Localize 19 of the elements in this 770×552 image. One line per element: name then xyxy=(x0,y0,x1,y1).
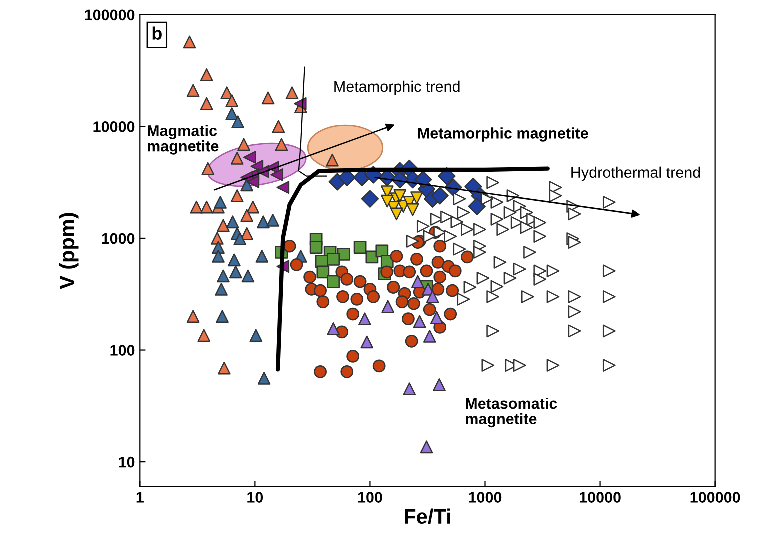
y-tick-label: 10 xyxy=(119,456,135,468)
x-tick-label: 1000 xyxy=(469,492,502,503)
annotation: Metasomatic magnetite xyxy=(466,398,558,428)
annotation: Magmatic magnetite xyxy=(148,125,219,155)
y-tick-label: 100 xyxy=(110,345,135,356)
annotation: b xyxy=(152,26,162,40)
x-tick-label: 10 xyxy=(248,492,264,503)
x-tick-label: 100 xyxy=(358,492,382,503)
x-tick-label: 1 xyxy=(136,492,144,503)
y-axis-title: V (ppm) xyxy=(59,213,79,290)
x-axis-title: Fe/Ti xyxy=(405,508,450,524)
annotation: Metamorphic trend xyxy=(334,80,460,96)
x-tick-label: 100000 xyxy=(690,492,740,503)
x-tick-label: 10000 xyxy=(580,492,621,503)
annotation: Hydrothermal trend xyxy=(572,166,700,182)
y-tick-label: 1000 xyxy=(102,233,135,244)
y-tick-label: 100000 xyxy=(85,10,135,21)
y-tick-label: 10000 xyxy=(94,122,135,132)
annotation: Metamorphic magnetite xyxy=(418,128,588,142)
